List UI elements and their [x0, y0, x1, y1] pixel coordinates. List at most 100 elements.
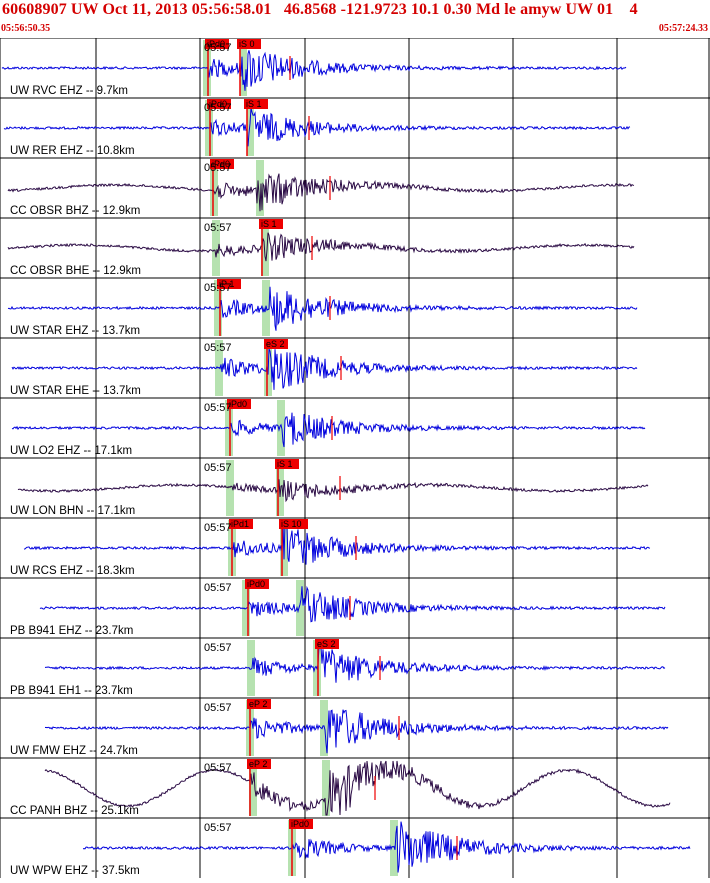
pick-label: iS 1	[277, 459, 293, 469]
window-end-time: 05:57:24.33	[658, 23, 708, 34]
trace-row[interactable]: iS 1 05:57 CC OBSR BHE -- 12.9km	[0, 217, 710, 277]
p-window-band	[210, 160, 218, 216]
waveform	[7, 286, 638, 331]
pick-flag[interactable]	[227, 399, 251, 409]
s-window-band	[277, 400, 285, 456]
trace-label: CC OBSR BHZ -- 12.9km	[10, 205, 140, 217]
row-time-label: 05:57	[204, 42, 232, 54]
row-time-label: 05:57	[204, 162, 232, 174]
waveform	[11, 348, 638, 390]
s-window-band	[322, 760, 330, 816]
s-window-band	[276, 460, 284, 516]
pick-flag[interactable]	[229, 519, 253, 529]
trace-label: CC PANH BHZ -- 25.1km	[10, 805, 139, 817]
pick-label: eP 2	[249, 699, 267, 709]
trace-row[interactable]: iS 1 05:57 UW LON BHN -- 17.1km	[0, 457, 710, 517]
trace-row[interactable]: eS 2 05:57 UW STAR EHE -- 13.7km	[0, 337, 710, 397]
waveform	[17, 479, 649, 503]
pick-flag[interactable]	[247, 759, 271, 769]
trace-label: PB B941 EH1 -- 23.7km	[10, 685, 133, 697]
pick-flag[interactable]	[289, 819, 313, 829]
pick-flag[interactable]	[245, 579, 269, 589]
pick-flag[interactable]	[210, 159, 234, 169]
trace-label: UW RCS EHZ -- 18.3km	[10, 565, 135, 577]
pick-flag[interactable]	[247, 699, 271, 709]
waveform	[1, 50, 627, 91]
s-window-band	[296, 580, 304, 636]
waveform	[7, 232, 635, 262]
waveform	[7, 173, 635, 212]
trace-label: UW WPW EHZ -- 37.5km	[10, 865, 140, 877]
pick-flag[interactable]	[275, 459, 299, 469]
pick-flag[interactable]	[315, 639, 339, 649]
row-time-label: 05:57	[204, 702, 232, 714]
trace-label: UW STAR EHZ -- 13.7km	[10, 325, 140, 337]
pick-label: eP 2	[249, 759, 267, 769]
pick-label: eS 2	[317, 639, 336, 649]
trace-row[interactable]: eP 2 05:57 CC PANH BHZ -- 25.1km	[0, 757, 710, 817]
waveform	[82, 821, 691, 873]
pick-flag[interactable]	[237, 39, 261, 49]
row-time-label: 05:57	[204, 462, 232, 474]
pick-label: iPd1	[231, 519, 249, 529]
row-time-label: 05:57	[204, 762, 232, 774]
row-time-label: 05:57	[204, 282, 232, 294]
waveform	[44, 760, 671, 816]
waveform	[3, 107, 631, 147]
trace-label: UW LON BHN -- 17.1km	[10, 505, 135, 517]
p-window-band	[249, 760, 257, 816]
s-window-band	[240, 40, 247, 96]
pick-flag[interactable]	[244, 99, 268, 109]
pick-label: iS 1	[246, 99, 262, 109]
pick-label: iS 1	[261, 219, 277, 229]
s-window-band	[256, 160, 264, 216]
row-time-label: 05:57	[204, 102, 232, 114]
pick-flag[interactable]	[264, 339, 288, 349]
trace-row[interactable]: eP 2 05:57 UW FMW EHZ -- 24.7km	[0, 697, 710, 757]
event-header: 60608907 UW Oct 11, 2013 05:56:58.01 46.…	[0, 0, 710, 38]
pick-label: iS 10	[281, 519, 302, 529]
row-time-label: 05:57	[204, 822, 232, 834]
row-time-label: 05:57	[204, 522, 232, 534]
trace-row[interactable]: iPd0 05:57 PB B941 EHZ -- 23.7km	[0, 577, 710, 637]
pick-label: iP 1	[219, 279, 234, 289]
trace-label: PB B941 EHZ -- 23.7km	[10, 625, 133, 637]
trace-row[interactable]: iPd0 iS 0 05:57 UW RVC EHZ -- 9.7km	[0, 37, 710, 97]
trace-row[interactable]: iPd0 05:57 UW WPW EHZ -- 37.5km	[0, 817, 710, 877]
pick-label: iS 0	[239, 39, 255, 49]
trace-row[interactable]: iPd0 iS 1 05:57 UW RER EHZ -- 10.8km	[0, 97, 710, 157]
pick-flag[interactable]	[205, 39, 229, 49]
trace-label: UW STAR EHE -- 13.7km	[10, 385, 141, 397]
window-start-time: 05:56:50.35	[1, 23, 51, 34]
row-time-label: 05:57	[204, 642, 232, 654]
pick-flag[interactable]	[217, 279, 241, 289]
trace-label: CC OBSR BHE -- 12.9km	[10, 265, 141, 277]
event-title: 60608907 UW Oct 11, 2013 05:56:58.01 46.…	[2, 1, 638, 18]
trace-label: UW RER EHZ -- 10.8km	[10, 145, 135, 157]
row-time-label: 05:57	[204, 222, 232, 234]
s-window-band	[247, 100, 254, 156]
trace-row[interactable]: iP 105:57 UW STAR EHZ -- 13.7km	[0, 277, 710, 337]
waveform	[44, 645, 666, 683]
waveform	[11, 412, 646, 448]
trace-label: UW FMW EHZ -- 24.7km	[10, 745, 138, 757]
pick-label: iPd0	[291, 819, 309, 829]
waveform	[39, 585, 666, 623]
pick-label: iPd0	[209, 99, 227, 109]
pick-label: eS 2	[266, 339, 285, 349]
waveform	[23, 523, 651, 565]
trace-row[interactable]: eS 2 05:57 PB B941 EH1 -- 23.7km	[0, 637, 710, 697]
row-time-label: 05:57	[204, 582, 232, 594]
pick-flag[interactable]	[259, 219, 283, 229]
row-time-label: 05:57	[204, 402, 232, 414]
trace-label: UW RVC EHZ -- 9.7km	[10, 85, 128, 97]
pick-flag[interactable]	[207, 99, 231, 109]
trace-row[interactable]: iPd1 iS 10 05:57 UW RCS EHZ -- 18.3km	[0, 517, 710, 577]
pick-flag[interactable]	[279, 519, 308, 529]
pick-label: iPd0	[212, 159, 230, 169]
pick-label: iPd0	[229, 399, 247, 409]
trace-label: UW LO2 EHZ -- 17.1km	[10, 445, 132, 457]
seismogram-plot: iPd0 iS 0 05:57 UW RVC EHZ -- 9.7km iPd0 iS 1…	[0, 37, 710, 878]
